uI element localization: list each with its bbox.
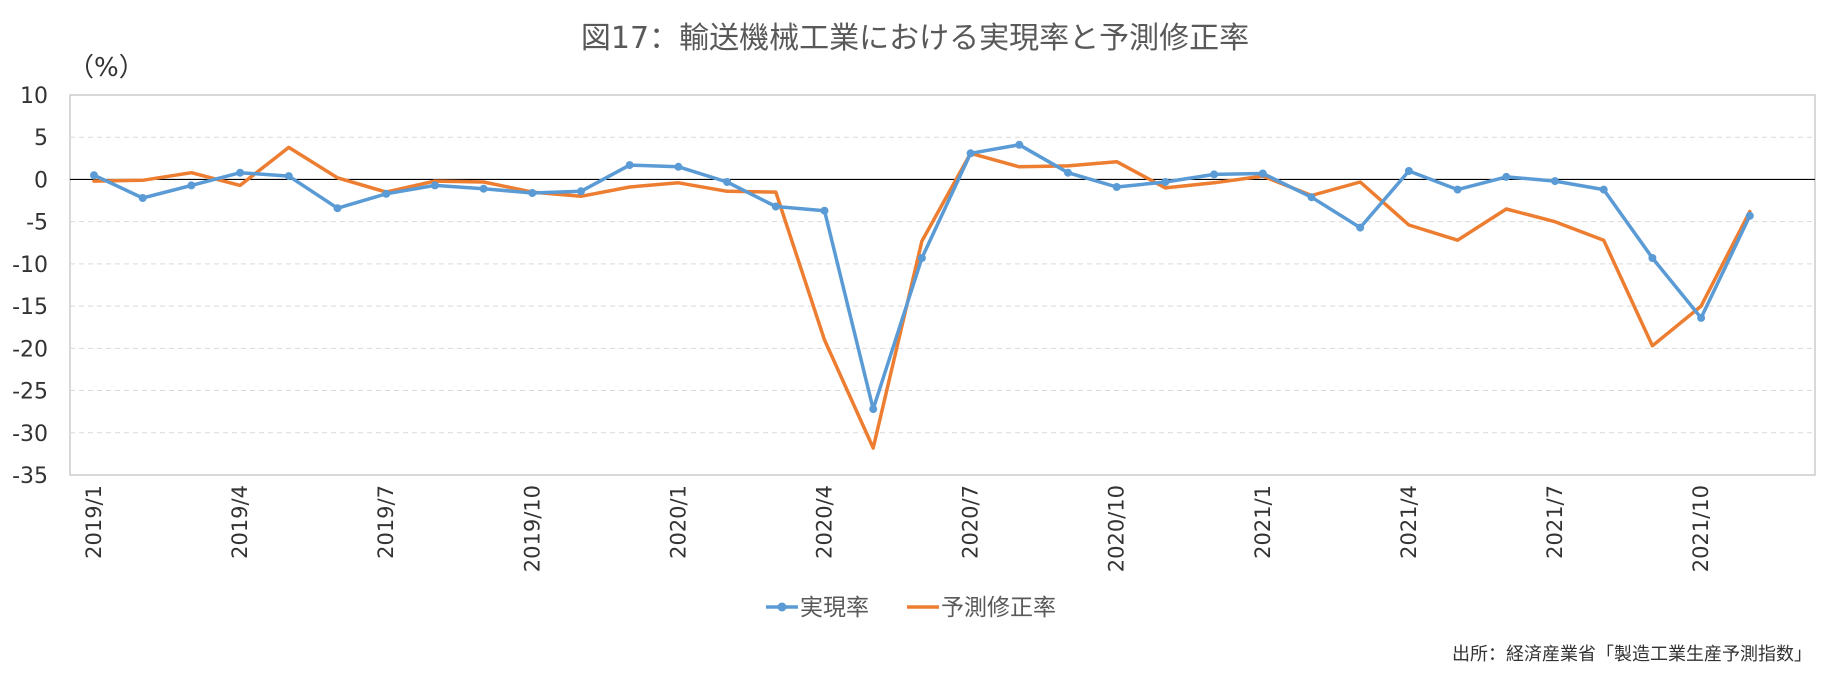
legend-label: 予測修正率 <box>941 595 1056 621</box>
data-point <box>1356 223 1365 232</box>
x-axis-ticks: 2019/1 2019/4 2019/7 2019/10 2020/1 2020/4 202… <box>82 485 1713 572</box>
y-tick-label: -15 <box>12 295 48 320</box>
y-tick-label: -35 <box>12 464 48 489</box>
data-point <box>723 178 732 186</box>
data-point <box>1210 170 1219 179</box>
y-axis-label: （%） <box>68 53 145 83</box>
y-axis-ticks: 10 5 0 -5 -10 -15 -20 -25 -30 -35 <box>12 84 48 489</box>
x-tick-label: 2020/4 <box>813 485 837 559</box>
data-point <box>1112 183 1121 191</box>
y-tick-label: -25 <box>12 380 48 405</box>
data-point <box>1453 185 1462 194</box>
data-point <box>1502 172 1511 181</box>
y-tick-label: -10 <box>12 253 48 278</box>
data-point <box>869 405 878 414</box>
y-tick-label: 10 <box>20 84 48 109</box>
x-tick-label: 2021/1 <box>1251 485 1275 559</box>
source-note: 出所：経済産業省「製造工業生産予測指数」 <box>1452 644 1812 665</box>
data-point <box>430 181 439 190</box>
legend-marker <box>777 602 787 612</box>
data-point <box>625 161 634 170</box>
data-point <box>917 254 926 262</box>
data-point <box>1697 313 1706 322</box>
y-tick-label: -30 <box>12 422 48 447</box>
y-tick-label: 0 <box>34 168 48 193</box>
x-tick-label: 2019/7 <box>374 485 398 559</box>
data-point <box>187 181 196 190</box>
data-point <box>333 204 342 213</box>
data-point <box>1015 140 1024 149</box>
data-point <box>284 172 293 181</box>
x-tick-label: 2020/10 <box>1105 485 1129 572</box>
y-tick-label: -5 <box>26 211 48 236</box>
x-tick-label: 2021/4 <box>1397 485 1421 559</box>
data-point <box>771 202 780 211</box>
data-point <box>1404 167 1413 175</box>
data-point <box>1064 168 1072 177</box>
series-layer <box>90 140 1754 450</box>
y-tick-label: 5 <box>34 126 48 151</box>
y-tick-label: -20 <box>12 337 48 362</box>
data-point <box>1648 254 1657 262</box>
data-point <box>1307 193 1316 202</box>
data-point <box>577 187 585 196</box>
data-point <box>674 162 683 171</box>
x-tick-label: 2019/10 <box>520 485 544 572</box>
x-tick-label: 2021/7 <box>1543 485 1567 559</box>
data-point <box>1599 185 1608 194</box>
series-line-1 <box>92 145 1752 450</box>
x-tick-label: 2020/7 <box>959 485 983 559</box>
data-point <box>966 149 975 158</box>
data-point <box>1551 177 1559 186</box>
x-tick-label: 2021/10 <box>1689 485 1713 572</box>
x-tick-label: 2020/1 <box>666 485 690 559</box>
data-point <box>1161 178 1170 186</box>
data-point <box>820 206 829 215</box>
chart-title: 図17：輸送機械工業における実現率と予測修正率 <box>581 21 1249 56</box>
legend-label: 実現率 <box>800 595 869 621</box>
gridlines <box>70 136 1815 434</box>
x-tick-label: 2019/1 <box>82 485 106 559</box>
data-point <box>528 189 537 197</box>
x-tick-label: 2019/4 <box>228 485 252 559</box>
data-point <box>236 168 245 177</box>
data-point <box>1745 211 1754 220</box>
data-point <box>90 171 98 180</box>
legend: 実現率 予測修正率 <box>766 595 1056 621</box>
data-point <box>138 194 147 202</box>
data-point <box>382 189 391 198</box>
plot-area <box>69 94 1816 476</box>
data-point <box>479 184 488 193</box>
data-point <box>1258 169 1267 178</box>
